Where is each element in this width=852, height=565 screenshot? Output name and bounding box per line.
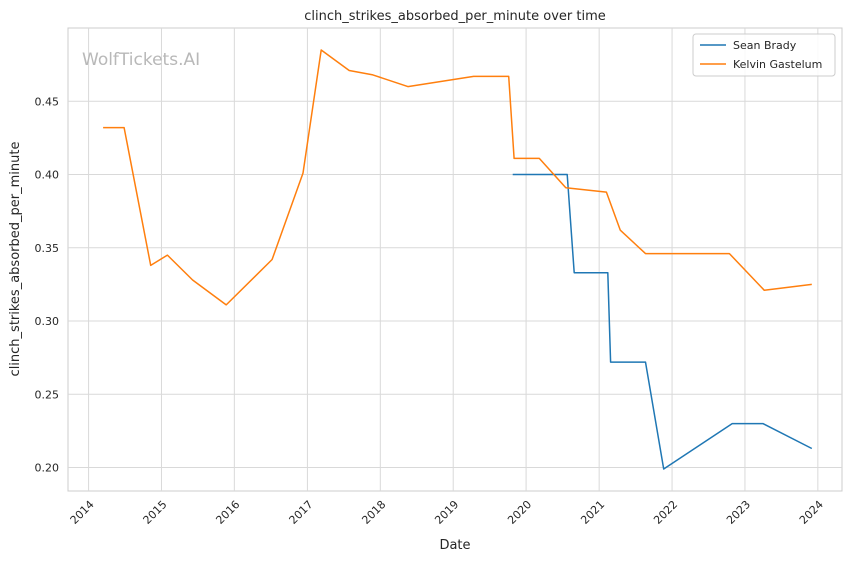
chart-title: clinch_strikes_absorbed_per_minute over …	[304, 9, 606, 24]
x-tick-label: 2017	[287, 498, 316, 527]
x-tick-label: 2014	[68, 498, 97, 527]
x-tick-label: 2020	[505, 498, 534, 527]
series-line-sean-brady	[512, 173, 813, 470]
legend-box	[692, 33, 836, 77]
grid-layer	[68, 28, 842, 491]
y-tick-label: 0.20	[35, 462, 60, 475]
y-tick-label: 0.45	[35, 95, 60, 108]
y-tick-label: 0.40	[35, 169, 60, 182]
x-tick-label: 2016	[213, 498, 242, 527]
x-tick-label: 2024	[797, 498, 826, 527]
legend-label-sean-brady: Sean Brady	[733, 39, 797, 52]
x-tick-label: 2019	[432, 498, 461, 527]
y-axis-label: clinch_strikes_absorbed_per_minute	[8, 142, 23, 377]
x-tick-label: 2018	[359, 498, 388, 527]
y-tick-label: 0.25	[35, 388, 60, 401]
y-tick-label: 0.30	[35, 315, 60, 328]
x-tick-label: 2023	[724, 498, 753, 527]
x-tick-label: 2015	[141, 498, 170, 527]
x-tick-label: 2022	[651, 498, 680, 527]
plot-area	[67, 27, 843, 492]
x-axis-label: Date	[439, 538, 470, 553]
watermark: WolfTickets.AI	[82, 50, 200, 70]
y-tick-labels: 0.20 0.25 0.30 0.35 0.40 0.45	[35, 95, 60, 474]
series-layer	[103, 49, 813, 470]
x-tick-label: 2021	[578, 498, 607, 527]
legend: Sean Brady Kelvin Gastelum	[692, 33, 836, 77]
legend-label-kelvin-gastelum: Kelvin Gastelum	[733, 58, 822, 71]
series-line-kelvin-gastelum	[103, 49, 812, 306]
x-tick-labels: 2014 2015 2016 2017 2018 2019 2020 2021 2022 2023…	[68, 498, 826, 527]
y-tick-label: 0.35	[35, 242, 60, 255]
